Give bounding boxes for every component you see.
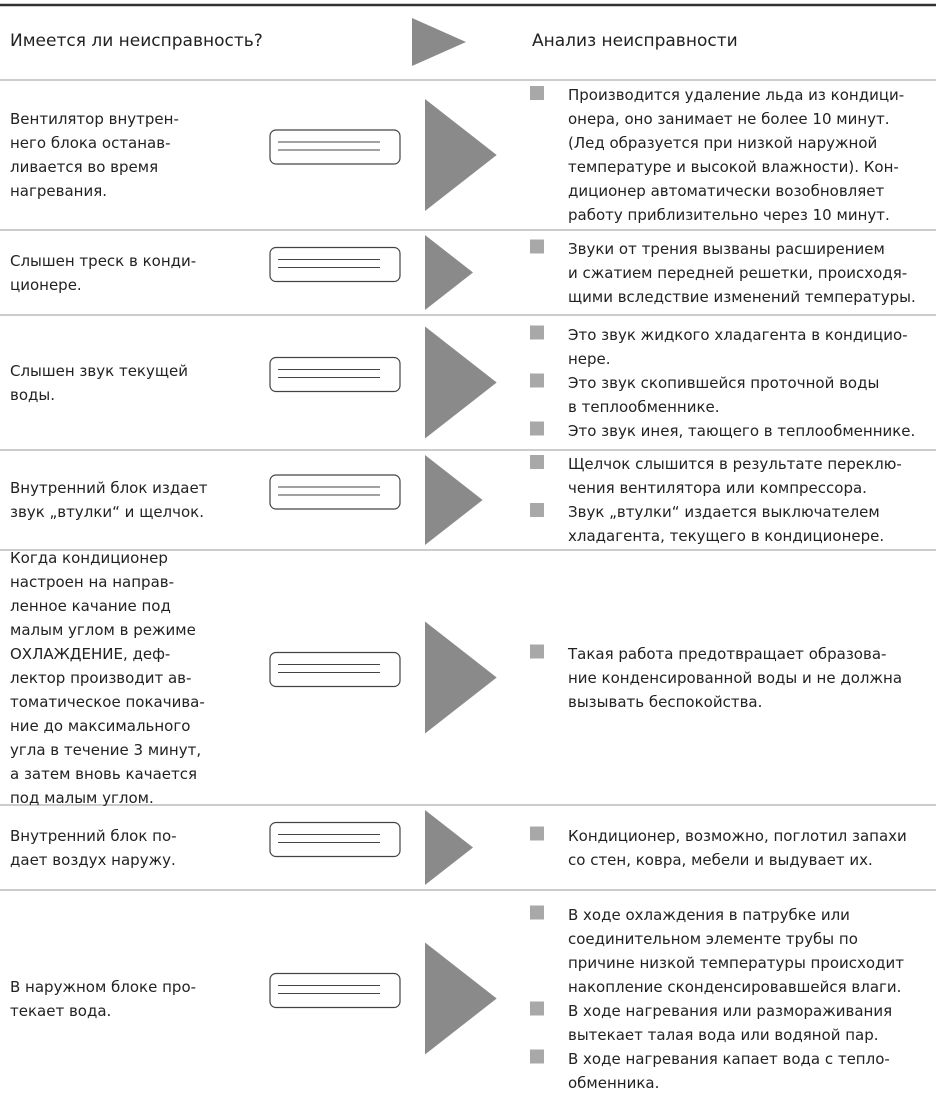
analysis-text: Это звук скопившейся проточной воды [568, 373, 880, 392]
problem-text: воды. [10, 385, 55, 404]
analysis-text: соединительном элементе трубы по [568, 929, 858, 948]
unit-illustration [269, 821, 401, 858]
bullet [530, 455, 544, 469]
problem-text: томатическое покачива- [10, 692, 205, 711]
problem-text: Слышен треск в конди- [10, 251, 197, 270]
analysis-text: обменника. [568, 1073, 660, 1092]
row-arrow [425, 621, 497, 734]
problem-text: Слышен звук текущей [10, 361, 188, 380]
bullet [530, 239, 544, 254]
analysis-text: В ходе нагревания капает вода с тепло- [568, 1049, 890, 1068]
problem-text: а затем вновь качается [10, 764, 197, 783]
analysis-text: Это звук жидкого хладагента в кондицио- [568, 325, 908, 344]
analysis-text: хладагента, текущего в кондиционере. [568, 527, 885, 545]
analysis-text: (Лед образуется при низкой наружной [568, 134, 878, 152]
header-analysis: Анализ неисправности [532, 31, 738, 51]
analysis-text: чения вентилятора или компрессора. [568, 479, 867, 497]
analysis-text: в теплообменнике. [568, 397, 720, 416]
problem-text: В наружном блоке про- [10, 977, 197, 996]
bullet [530, 1001, 544, 1016]
bullet [530, 1049, 544, 1064]
analysis-text: Такая работа предотвращает образова- [568, 644, 887, 663]
problem-text: под малым углом. [10, 788, 154, 807]
header-arrow [412, 18, 466, 66]
problem-text: звук „втулки“ и щелчок. [10, 503, 205, 521]
analysis-text: вытекает талая вода или водяной пар. [568, 1025, 879, 1044]
problem-text: настроен на направ- [10, 572, 175, 591]
problem-text: нагревания. [10, 182, 108, 200]
row-arrow [425, 942, 497, 1055]
problem-text: Вентилятор внутрен- [10, 110, 179, 128]
analysis-text: температуре и высокой влажности). Кон- [568, 158, 899, 176]
analysis-text: онера, оно занимает не более 10 минут. [568, 110, 890, 128]
problem-text: лектор производит ав- [10, 668, 192, 687]
problem-text: малым углом в режиме [10, 620, 196, 639]
problem-text: Внутренний блок издает [10, 479, 208, 497]
analysis-text: работу приблизительно через 10 минут. [568, 206, 890, 224]
problem-text: Внутренний блок по- [10, 826, 177, 845]
analysis-text: щими вследствие изменений температуры. [568, 287, 916, 306]
analysis-text: причине низкой температуры происходит [568, 953, 904, 972]
analysis-text: накопление сконденсировавшейся влаги. [568, 977, 902, 996]
unit-illustration [269, 356, 401, 393]
bullet [530, 373, 544, 388]
row-arrow [425, 235, 473, 310]
analysis-text: Щелчок слышится в результате переклю- [568, 455, 902, 473]
bullet [530, 86, 544, 100]
bullet [530, 905, 544, 920]
unit-illustration [269, 474, 401, 510]
unit-illustration [269, 972, 401, 1009]
problem-text: ливается во время [10, 158, 159, 176]
analysis-text: ние конденсированной воды и не должна [568, 668, 903, 687]
problem-text: угла в течение 3 минут, [10, 740, 202, 759]
analysis-text: Это звук инея, тающего в теплообменнике. [568, 421, 916, 440]
analysis-text: со стен, ковра, мебели и выдувает их. [568, 850, 873, 869]
problem-text: него блока останав- [10, 134, 171, 152]
row-arrow [425, 326, 497, 439]
unit-illustration [269, 651, 401, 688]
bullet [530, 826, 544, 841]
row-arrow [425, 810, 473, 885]
unit-illustration [269, 246, 401, 283]
header-problem: Имеется ли неисправность? [10, 31, 263, 51]
row-arrow [425, 455, 483, 545]
bullet [530, 503, 544, 517]
analysis-text: Кондиционер, возможно, поглотил запахи [568, 826, 907, 845]
problem-text: дает воздух наружу. [10, 850, 176, 869]
analysis-text: и сжатием передней решетки, происходя- [568, 263, 908, 282]
problem-text: ленное качание под [10, 596, 171, 615]
analysis-text: В ходе нагревания или размораживания [568, 1001, 893, 1020]
bullet [530, 325, 544, 340]
problem-text: ОХЛАЖДЕНИЕ, деф- [10, 644, 171, 663]
unit-illustration [269, 129, 401, 165]
problem-text: ние до максимального [10, 716, 191, 735]
analysis-text: Производится удаление льда из кондици- [568, 86, 905, 104]
analysis-text: Звук „втулки“ издается выключателем [568, 503, 880, 521]
problem-text: Когда кондиционер [10, 548, 168, 567]
analysis-text: В ходе охлаждения в патрубке или [568, 905, 850, 924]
bullet [530, 421, 544, 436]
problem-text: ционере. [10, 275, 82, 294]
analysis-text: нере. [568, 349, 611, 368]
analysis-text: вызывать беспокойства. [568, 692, 763, 711]
bullet [530, 644, 544, 659]
problem-text: текает вода. [10, 1001, 112, 1020]
analysis-text: Звуки от трения вызваны расширением [568, 239, 885, 258]
analysis-text: диционер автоматически возобновляет [568, 182, 885, 200]
row-arrow [425, 99, 497, 211]
